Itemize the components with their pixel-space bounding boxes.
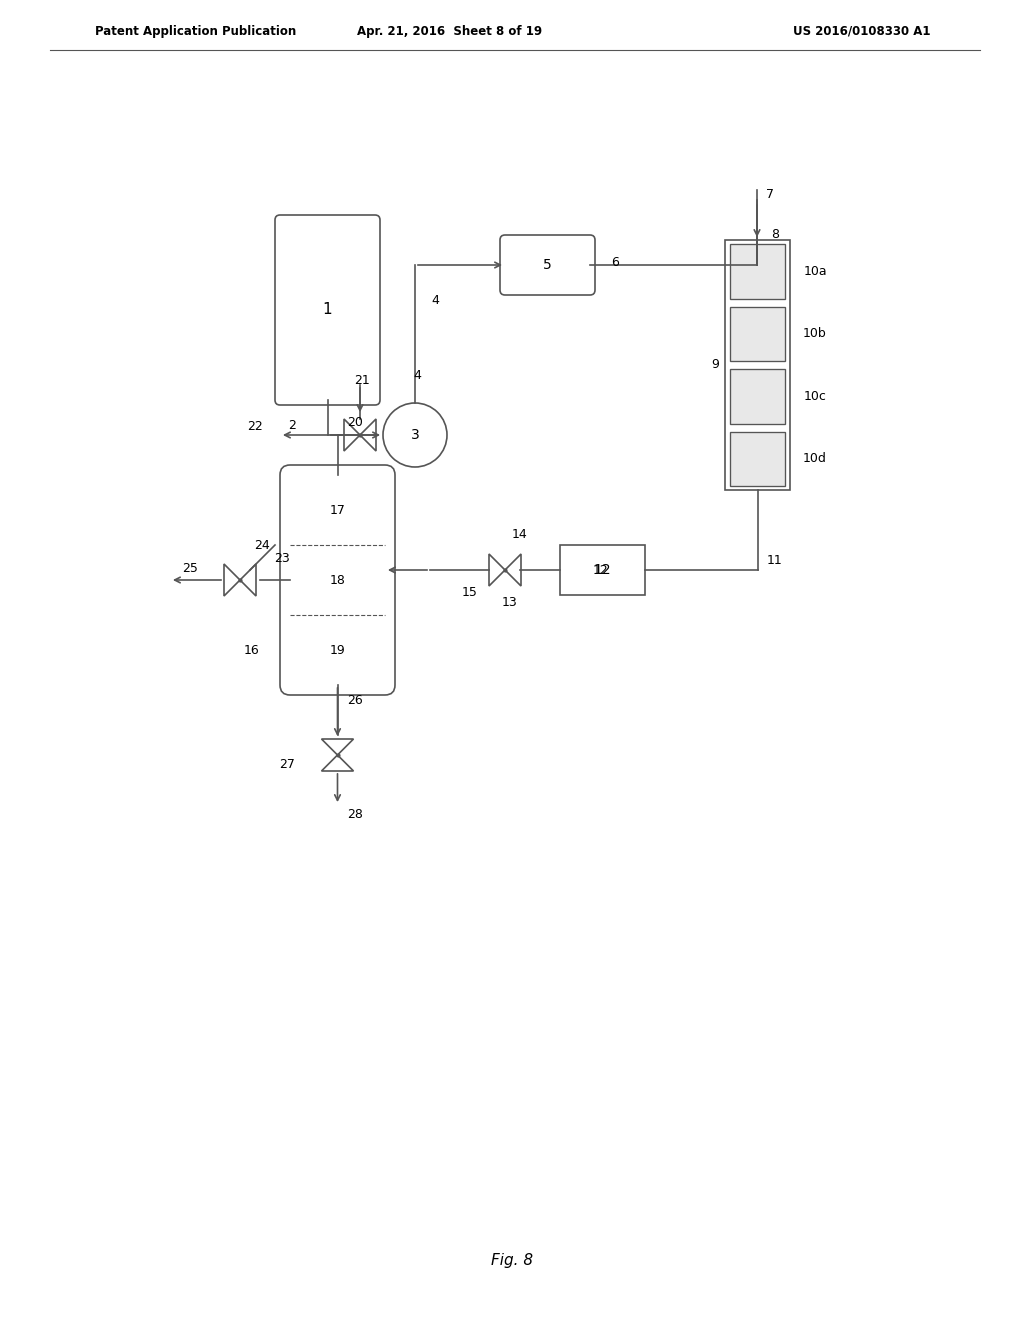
FancyBboxPatch shape: [725, 240, 790, 490]
Text: 24: 24: [254, 539, 270, 552]
Text: 10a: 10a: [803, 265, 826, 277]
FancyBboxPatch shape: [275, 215, 380, 405]
Bar: [730, 432, 785, 486]
Text: 19: 19: [330, 644, 345, 656]
Text: 21: 21: [354, 374, 370, 387]
Text: 8: 8: [771, 228, 779, 242]
Text: Patent Application Publication: Patent Application Publication: [95, 25, 296, 38]
Text: 12: 12: [594, 564, 611, 577]
Text: Fig. 8: Fig. 8: [490, 1253, 534, 1267]
Text: 9: 9: [711, 359, 719, 371]
Text: 25: 25: [182, 561, 198, 574]
Text: 4: 4: [431, 293, 439, 306]
Circle shape: [383, 403, 447, 467]
Text: 18: 18: [330, 573, 345, 586]
Text: Apr. 21, 2016  Sheet 8 of 19: Apr. 21, 2016 Sheet 8 of 19: [357, 25, 543, 38]
Text: 27: 27: [280, 759, 296, 771]
Text: 20: 20: [347, 416, 364, 429]
Text: 15: 15: [462, 586, 478, 598]
FancyBboxPatch shape: [560, 545, 645, 595]
FancyBboxPatch shape: [280, 465, 395, 696]
Text: 10c: 10c: [804, 389, 826, 403]
Text: 26: 26: [347, 693, 364, 706]
Text: 5: 5: [543, 257, 552, 272]
FancyBboxPatch shape: [500, 235, 595, 294]
Bar: [730, 244, 785, 298]
Text: 12: 12: [593, 564, 608, 577]
Text: 2: 2: [289, 418, 296, 432]
Text: 11: 11: [767, 553, 783, 566]
Bar: [730, 370, 785, 424]
Text: 4: 4: [413, 368, 421, 381]
Text: 7: 7: [766, 189, 774, 202]
Text: US 2016/0108330 A1: US 2016/0108330 A1: [793, 25, 930, 38]
Text: 10d: 10d: [803, 453, 827, 465]
Text: 13: 13: [502, 595, 518, 609]
Text: 17: 17: [330, 503, 345, 516]
Bar: [730, 306, 785, 360]
Text: 14: 14: [512, 528, 528, 541]
Text: 10b: 10b: [803, 327, 826, 341]
Text: 16: 16: [244, 644, 260, 656]
Text: 3: 3: [411, 428, 420, 442]
Text: 28: 28: [347, 808, 364, 821]
Text: 22: 22: [247, 421, 263, 433]
Text: 1: 1: [323, 302, 333, 318]
Text: 23: 23: [274, 552, 290, 565]
Text: 6: 6: [611, 256, 618, 269]
